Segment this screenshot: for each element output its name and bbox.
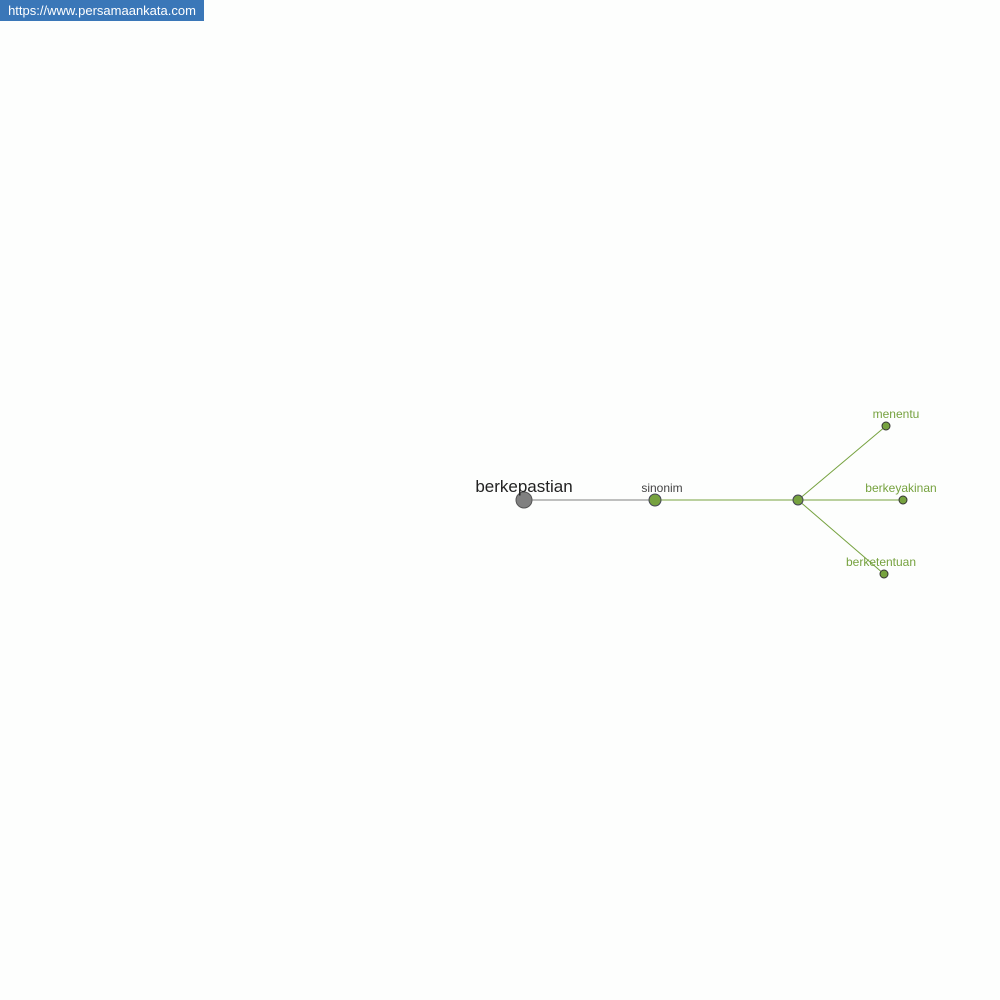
hub-node[interactable] (792, 494, 804, 506)
root-node[interactable] (515, 491, 533, 509)
synonym-label-menentu[interactable]: menentu (873, 407, 920, 421)
synonym-label-berketentuan[interactable]: berketentuan (846, 555, 916, 569)
synonym-node-berketentuan[interactable] (879, 569, 889, 579)
edge-hub-berketentuan (797, 499, 885, 575)
site-url-banner[interactable]: https://www.persamaankata.com (0, 0, 204, 21)
edge-hub-menentu (797, 425, 887, 501)
synonym-node-menentu[interactable] (881, 421, 891, 431)
sinonim-node[interactable] (648, 493, 662, 507)
synonym-node-berkeyakinan[interactable] (898, 495, 908, 505)
relation-label[interactable]: sinonim (641, 481, 682, 495)
root-label[interactable]: berkepastian (475, 477, 572, 496)
synonym-label-berkeyakinan[interactable]: berkeyakinan (865, 481, 936, 495)
